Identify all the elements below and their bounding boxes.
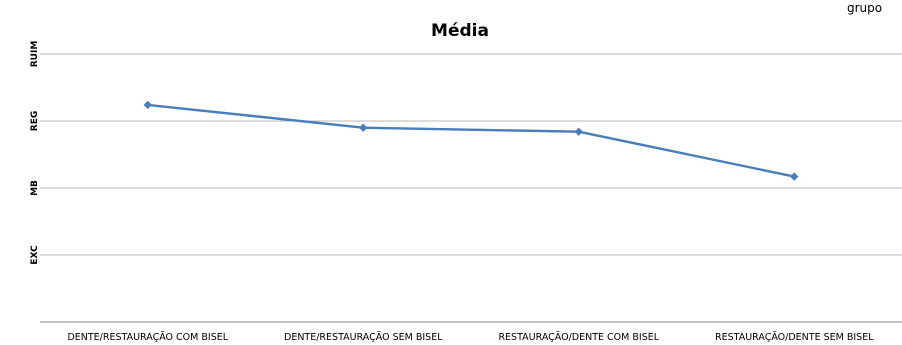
gridlines — [40, 53, 902, 256]
data-point-marker — [359, 123, 368, 132]
series-line — [147, 103, 795, 178]
x-tick-label: DENTE/RESTAURAÇÃO COM BISEL — [67, 332, 228, 343]
y-tick-label: REG — [30, 111, 40, 131]
y-tick-label: RUIM — [30, 41, 40, 68]
x-tick-label: RESTAURAÇÃO/DENTE COM BISEL — [498, 332, 659, 343]
x-tick-label: RESTAURAÇÃO/DENTE SEM BISEL — [715, 332, 874, 343]
y-tick-label: EXC — [30, 245, 40, 265]
y-tick-label: MB — [30, 180, 40, 196]
data-point-marker — [143, 100, 152, 110]
x-axis-tick-labels: DENTE/RESTAURAÇÃO COM BISEL DENTE/RESTAUR… — [67, 332, 874, 343]
data-point-marker — [790, 172, 799, 181]
x-tick-label: DENTE/RESTAURAÇÃO SEM BISEL — [284, 332, 443, 343]
chart-title: Média — [431, 21, 489, 41]
series-markers — [143, 100, 799, 181]
y-axis-tick-labels: EXC MB REG RUIM — [30, 41, 40, 265]
data-point-marker — [574, 127, 583, 136]
top-partial-text: grupo — [847, 1, 882, 15]
